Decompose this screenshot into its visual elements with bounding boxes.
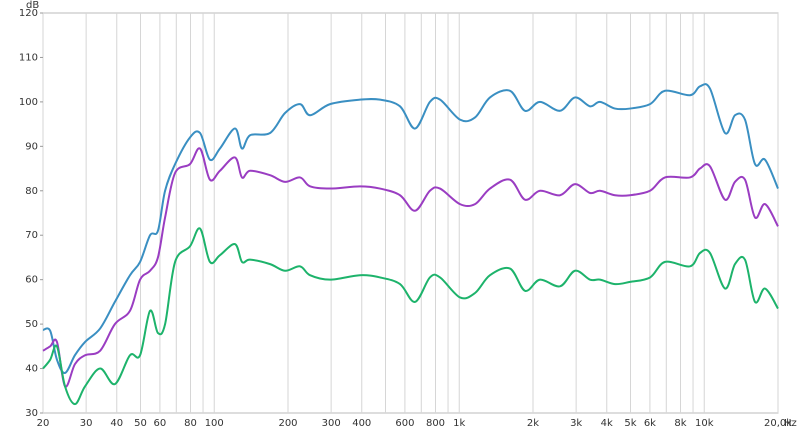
- x-tick-label: 20: [37, 418, 50, 429]
- x-unit: Hz: [784, 418, 797, 429]
- y-tick-label: 50: [25, 319, 38, 330]
- x-tick-label: 40: [110, 418, 123, 429]
- x-tick-label: 5k: [624, 418, 636, 429]
- y-tick-label: 120: [19, 8, 38, 19]
- x-tick-label: 400: [352, 418, 371, 429]
- response-line: [42, 147, 779, 388]
- x-tick-label: 300: [322, 418, 341, 429]
- x-tick-label: 60: [154, 418, 167, 429]
- x-tick-label: 80: [184, 418, 197, 429]
- x-tick-label: 20,0k: [764, 418, 792, 429]
- response-line: [42, 227, 779, 406]
- x-tick-label: 100: [205, 418, 224, 429]
- y-tick-label: 40: [25, 364, 38, 375]
- y-tick-label: 70: [25, 230, 38, 241]
- x-tick-label: 8k: [674, 418, 686, 429]
- y-tick-label: 110: [19, 52, 38, 63]
- x-tick-label: 50: [134, 418, 147, 429]
- y-tick-label: 90: [25, 141, 38, 152]
- y-unit: dB: [26, 0, 39, 11]
- x-tick-label: 600: [395, 418, 414, 429]
- y-tick-label: 80: [25, 186, 38, 197]
- x-tick-label: 4k: [601, 418, 613, 429]
- y-tick-label: 100: [19, 97, 38, 108]
- response-line: [42, 83, 779, 374]
- y-tick-label: 60: [25, 275, 38, 286]
- y-tick-label: 30: [25, 408, 38, 419]
- x-tick-label: 2k: [527, 418, 539, 429]
- x-tick-label: 10k: [695, 418, 714, 429]
- x-tick-label: 200: [278, 418, 297, 429]
- x-tick-label: 3k: [570, 418, 582, 429]
- x-tick-label: 1k: [453, 418, 465, 429]
- x-tick-label: 800: [426, 418, 445, 429]
- x-tick-label: 30: [80, 418, 93, 429]
- plot-area: [42, 12, 779, 414]
- x-tick-label: 6k: [644, 418, 656, 429]
